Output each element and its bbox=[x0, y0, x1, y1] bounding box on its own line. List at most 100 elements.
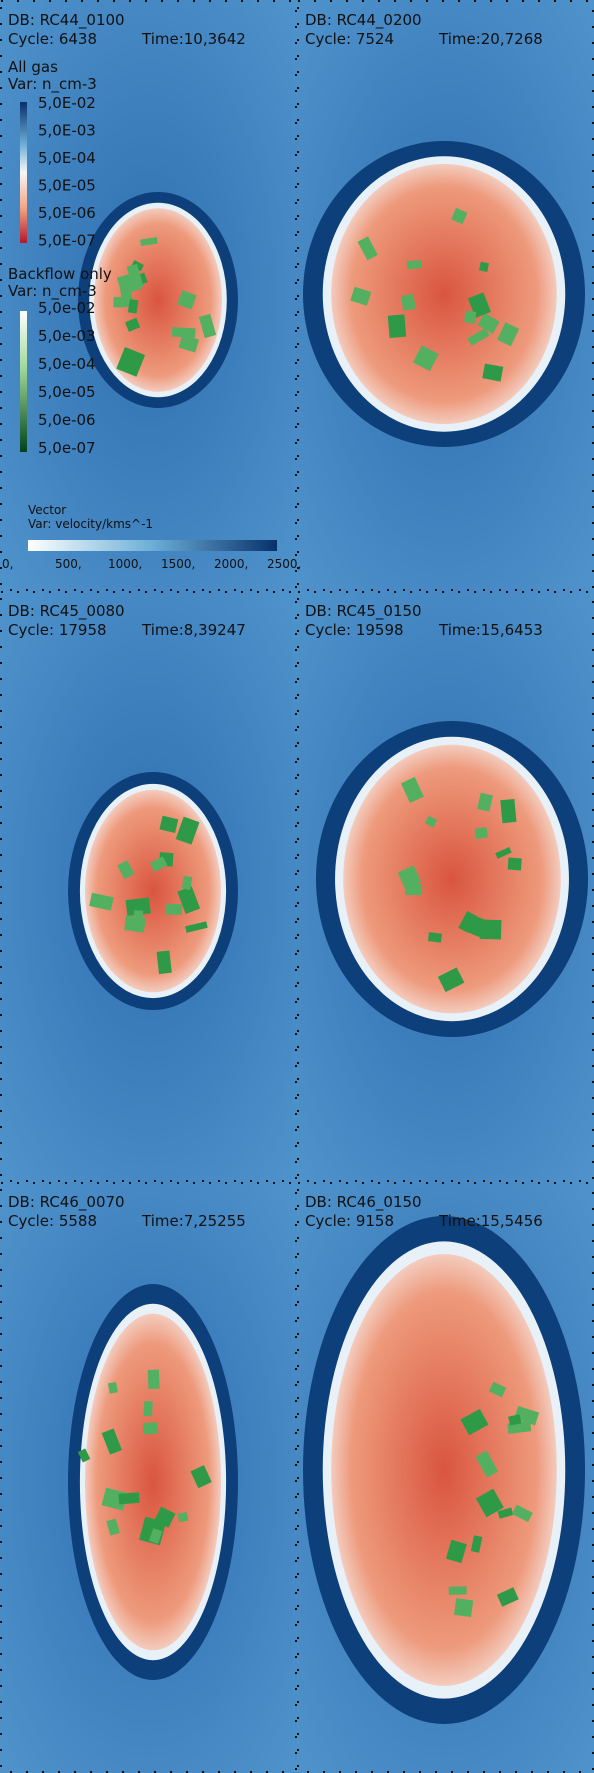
backflow-patch bbox=[478, 261, 490, 272]
backflow-patch bbox=[400, 777, 424, 803]
colorbar bbox=[28, 540, 277, 551]
backflow-patch bbox=[470, 1535, 483, 1553]
time-label: Time:15,6453 bbox=[438, 621, 543, 639]
legend-var: Var: n_cm-3 bbox=[8, 282, 97, 301]
backflow-patch bbox=[467, 328, 490, 346]
backflow-patch bbox=[512, 1504, 533, 1523]
cycle-label: Cycle: 7524 bbox=[305, 30, 394, 48]
backflow-patch bbox=[142, 1422, 158, 1435]
time-label: Time:15,5456 bbox=[438, 1212, 543, 1230]
backflow-patch bbox=[143, 1401, 153, 1417]
colorbar-label: 5,0E-03 bbox=[38, 122, 96, 140]
backflow-patch bbox=[156, 950, 172, 975]
panel-border bbox=[297, 0, 594, 591]
colorbar-label: 5,0e-05 bbox=[38, 383, 96, 401]
colorbar-label: 5,0e-04 bbox=[38, 355, 96, 373]
backflow-patch bbox=[101, 1428, 122, 1455]
backflow-patch bbox=[412, 345, 439, 372]
backflow-patch bbox=[89, 892, 114, 911]
backflow-patch bbox=[453, 1598, 474, 1618]
legend-var: Var: velocity/kms^-1 bbox=[28, 517, 153, 531]
backflow-patch bbox=[479, 919, 502, 940]
colorbar-label: 5,0E-02 bbox=[38, 94, 96, 112]
db-label: DB: RC45_0080 bbox=[8, 602, 125, 621]
colorbar-label: 5,0e-06 bbox=[38, 411, 96, 429]
backflow-patch bbox=[149, 856, 168, 872]
backflow-patch bbox=[178, 334, 200, 353]
db-label: DB: RC46_0150 bbox=[305, 1193, 422, 1212]
backflow-patch bbox=[508, 1414, 522, 1426]
backflow-patch bbox=[406, 260, 422, 270]
backflow-patch bbox=[107, 1381, 118, 1394]
colorbar-label: 1500, bbox=[161, 557, 195, 571]
backflow-patch bbox=[451, 207, 468, 225]
backflow-patch bbox=[125, 897, 151, 917]
backflow-patch bbox=[177, 886, 201, 915]
db-label: DB: RC44_0200 bbox=[305, 11, 422, 30]
cycle-label: Cycle: 17958 bbox=[8, 621, 107, 639]
backflow-patch bbox=[387, 314, 407, 339]
cocoon bbox=[85, 789, 221, 993]
backflow-patch bbox=[495, 846, 512, 859]
backflow-patch bbox=[116, 271, 142, 295]
panel-border bbox=[0, 591, 297, 1182]
colorbar-label: 1000, bbox=[108, 557, 142, 571]
backflow-patch bbox=[482, 363, 504, 382]
time-label: Time:8,39247 bbox=[141, 621, 246, 639]
backflow-patch bbox=[477, 792, 493, 812]
backflow-patch bbox=[198, 313, 217, 339]
backflow-patch bbox=[117, 860, 135, 880]
colorbar-label: 2000, bbox=[214, 557, 248, 571]
backflow-patch bbox=[497, 322, 520, 347]
colorbar-label: 5,0E-06 bbox=[38, 204, 96, 222]
time-label: Time:7,25255 bbox=[141, 1212, 246, 1230]
backflow-patch bbox=[488, 1381, 507, 1398]
backflow-patch bbox=[116, 346, 146, 377]
db-label: DB: RC45_0150 bbox=[305, 602, 422, 621]
panel-border bbox=[0, 1182, 297, 1773]
colorbar-label: 0, bbox=[2, 557, 13, 571]
cocoon bbox=[94, 208, 222, 392]
backflow-patch bbox=[424, 815, 438, 828]
backflow-patch bbox=[166, 904, 183, 915]
colorbar-label: 500, bbox=[55, 557, 82, 571]
backflow-patch bbox=[124, 915, 146, 933]
backflow-patch bbox=[77, 1448, 91, 1463]
backflow-patch bbox=[464, 310, 477, 324]
backflow-patch bbox=[445, 1539, 467, 1564]
backflow-patch bbox=[118, 1492, 140, 1505]
backflow-patch bbox=[171, 327, 196, 338]
backflow-patch bbox=[474, 826, 488, 840]
legend-var: Var: n_cm-3 bbox=[8, 75, 97, 94]
backflow-patch bbox=[401, 294, 416, 311]
backflow-patch bbox=[497, 1507, 514, 1519]
backflow-patch bbox=[427, 932, 443, 943]
colorbar-label: 5,0e-03 bbox=[38, 327, 96, 345]
cycle-label: Cycle: 9158 bbox=[305, 1212, 394, 1230]
backflow-patch bbox=[131, 260, 144, 272]
backflow-patch bbox=[101, 1487, 128, 1511]
db-label: DB: RC46_0070 bbox=[8, 1193, 125, 1212]
backflow-patch bbox=[175, 816, 200, 845]
colorbar bbox=[20, 102, 27, 243]
colorbar-label: 5,0E-05 bbox=[38, 177, 96, 195]
colorbar-label: 2500, bbox=[267, 557, 301, 571]
colorbar-label: 5,0E-07 bbox=[38, 232, 96, 250]
cocoon bbox=[331, 163, 557, 425]
legend-title: Vector bbox=[28, 503, 66, 517]
cocoon bbox=[85, 1313, 221, 1651]
backflow-patch bbox=[177, 290, 197, 310]
time-label: Time:20,7268 bbox=[438, 30, 543, 48]
backflow-patch bbox=[159, 815, 179, 833]
time-label: Time:10,3642 bbox=[141, 30, 246, 48]
colorbar-label: 5,0e-07 bbox=[38, 439, 96, 457]
panel-border bbox=[297, 1182, 594, 1773]
colorbar bbox=[20, 311, 27, 452]
colorbar-label: 5,0E-04 bbox=[38, 149, 96, 167]
backflow-patch bbox=[113, 296, 124, 308]
